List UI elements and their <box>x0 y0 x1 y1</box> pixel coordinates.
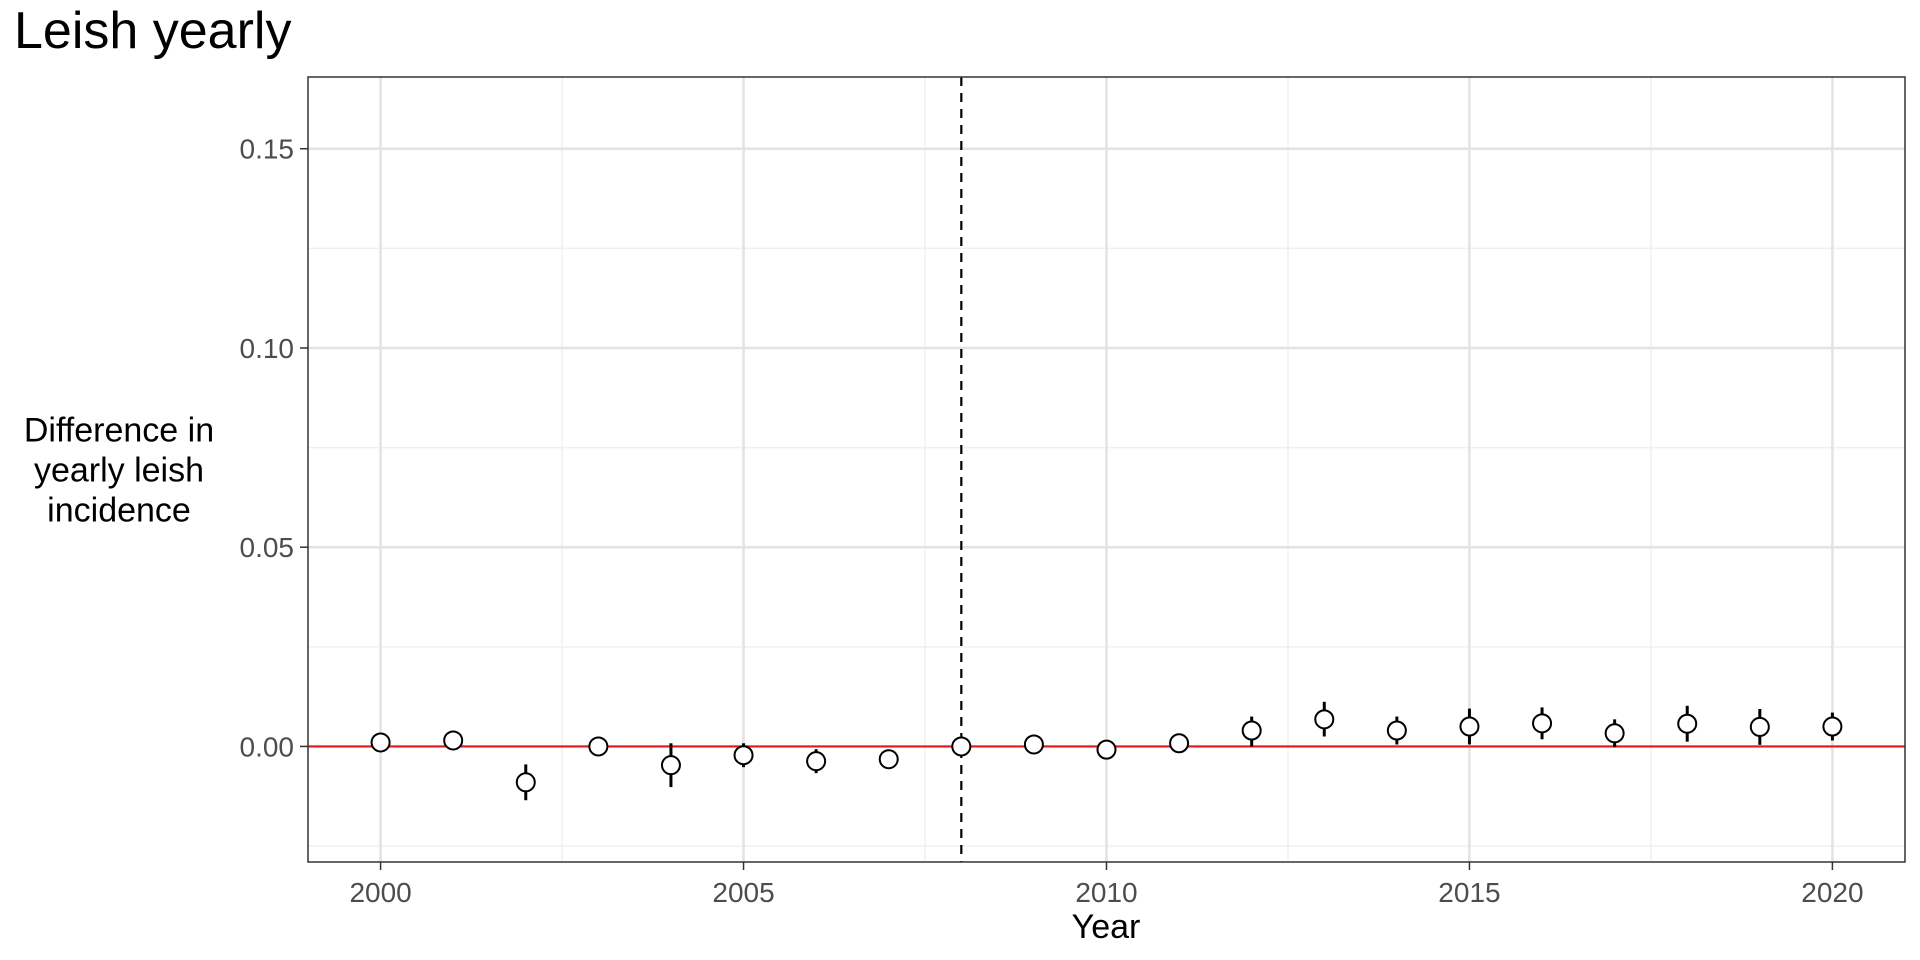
y-tick-label: 0.10 <box>240 333 295 364</box>
data-point <box>515 772 536 793</box>
data-point <box>1386 720 1407 741</box>
x-axis-title: Year <box>1072 908 1141 946</box>
points-layer <box>370 709 1843 793</box>
y-axis-title-line: incidence <box>47 492 191 530</box>
data-point <box>370 732 391 753</box>
x-tick-label: 2010 <box>1075 877 1137 908</box>
data-point <box>1241 720 1262 741</box>
data-point <box>1677 713 1698 734</box>
data-point <box>660 755 681 776</box>
data-point <box>443 730 464 751</box>
y-tick-label: 0.00 <box>240 731 295 762</box>
data-point <box>806 751 827 772</box>
x-tick-label: 2000 <box>349 877 411 908</box>
x-tick-label: 2015 <box>1438 877 1500 908</box>
data-point <box>1459 716 1480 737</box>
data-point <box>1604 723 1625 744</box>
data-point <box>951 736 972 757</box>
data-point <box>1023 734 1044 755</box>
data-point <box>1822 716 1843 737</box>
y-tick-label: 0.05 <box>240 532 295 563</box>
x-axis: 2000 2005 2010 2015 2020 <box>349 862 1864 908</box>
data-point <box>878 749 899 770</box>
y-axis-title-line: yearly leish <box>34 452 204 490</box>
data-point <box>1532 713 1553 734</box>
data-point <box>1169 733 1190 754</box>
data-point <box>588 736 609 757</box>
data-point <box>1749 716 1770 737</box>
data-point <box>733 745 754 766</box>
y-axis-title-line: Difference in <box>24 412 214 450</box>
x-tick-label: 2005 <box>712 877 774 908</box>
chart-title: Leish yearly <box>14 2 291 60</box>
data-point <box>1096 739 1117 760</box>
data-point <box>1314 709 1335 730</box>
y-tick-label: 0.15 <box>240 134 295 165</box>
y-axis-title: Difference in yearly leish incidence <box>24 412 214 530</box>
y-axis: 0.00 0.05 0.10 0.15 <box>240 134 308 762</box>
x-tick-label: 2020 <box>1801 877 1863 908</box>
